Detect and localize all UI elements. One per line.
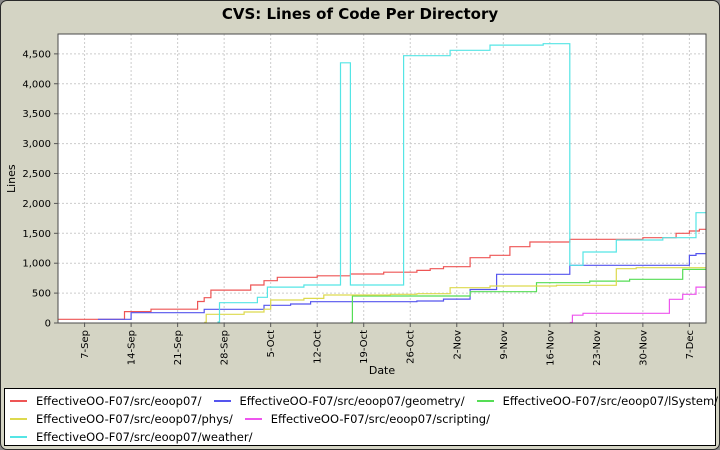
y-axis-label: Lines xyxy=(5,164,18,193)
legend-item-6: EffectiveOO-F07/src/eoop07/weather/ xyxy=(10,430,253,444)
x-axis-label: Date xyxy=(368,364,396,377)
y-tick-label: 1,500 xyxy=(22,229,51,240)
series-line-5 xyxy=(569,286,706,323)
legend: EffectiveOO-F07/src/eoop07/EffectiveOO-F… xyxy=(4,388,718,446)
chart-title: CVS: Lines of Code Per Directory xyxy=(221,5,499,23)
y-tick-label: 0 xyxy=(45,319,51,330)
series-line-3 xyxy=(350,268,706,323)
series-line-6 xyxy=(217,43,706,323)
legend-swatch-icon xyxy=(10,436,27,438)
legend-swatch-icon xyxy=(10,418,27,420)
y-tick-label: 4,000 xyxy=(22,79,51,90)
series-line-4 xyxy=(204,267,706,323)
x-tick-label: 21-Sep xyxy=(173,330,184,365)
x-tick-label: 7-Sep xyxy=(80,330,91,359)
x-tick-label: 14-Sep xyxy=(127,330,138,365)
legend-row: EffectiveOO-F07/src/eoop07/EffectiveOO-F… xyxy=(10,392,718,410)
y-tick-label: 500 xyxy=(32,289,51,300)
legend-row: EffectiveOO-F07/src/eoop07/phys/Effectiv… xyxy=(10,410,710,428)
x-tick-label: 12-Oct xyxy=(313,330,324,364)
legend-item-label: EffectiveOO-F07/src/eoop07/phys/ xyxy=(36,412,233,426)
legend-item-1: EffectiveOO-F07/src/eoop07/ xyxy=(10,394,202,408)
x-tick-label: 23-Nov xyxy=(592,330,603,366)
x-tick-label: 19-Oct xyxy=(359,330,370,364)
x-tick-label: 5-Oct xyxy=(266,330,277,358)
legend-item-5: EffectiveOO-F07/src/eoop07/scripting/ xyxy=(244,412,490,426)
y-tick-label: 1,000 xyxy=(22,259,51,270)
legend-item-2: EffectiveOO-F07/src/eoop07/geometry/ xyxy=(213,394,465,408)
legend-item-label: EffectiveOO-F07/src/eoop07/lSystem/ xyxy=(502,394,719,408)
y-tick-label: 2,000 xyxy=(22,199,51,210)
x-tick-label: 9-Nov xyxy=(499,330,510,360)
x-tick-label: 7-Dec xyxy=(685,330,696,359)
series-line-1 xyxy=(58,228,706,320)
legend-swatch-icon xyxy=(213,400,231,402)
y-tick-label: 2,500 xyxy=(22,169,51,180)
x-tick-label: 26-Oct xyxy=(406,330,417,364)
legend-row: EffectiveOO-F07/src/eoop07/weather/ xyxy=(10,428,710,446)
legend-item-3: EffectiveOO-F07/src/eoop07/lSystem/ xyxy=(476,394,719,408)
y-tick-label: 3,000 xyxy=(22,139,51,150)
x-tick-label: 30-Nov xyxy=(638,330,649,366)
x-tick-label: 2-Nov xyxy=(452,330,463,360)
legend-swatch-icon xyxy=(244,418,262,420)
x-tick-label: 16-Nov xyxy=(545,330,556,366)
legend-item-label: EffectiveOO-F07/src/eoop07/geometry/ xyxy=(239,394,465,408)
legend-item-label: EffectiveOO-F07/src/eoop07/ xyxy=(36,394,202,408)
series-line-2 xyxy=(97,253,706,320)
legend-swatch-icon xyxy=(10,400,27,402)
plot-background xyxy=(58,34,706,323)
legend-swatch-icon xyxy=(476,400,494,402)
y-tick-label: 3,500 xyxy=(22,109,51,120)
legend-item-4: EffectiveOO-F07/src/eoop07/phys/ xyxy=(10,412,233,426)
legend-item-label: EffectiveOO-F07/src/eoop07/weather/ xyxy=(36,430,253,444)
plot-border xyxy=(57,33,707,324)
y-tick-label: 4,500 xyxy=(22,49,51,60)
legend-item-label: EffectiveOO-F07/src/eoop07/scripting/ xyxy=(270,412,490,426)
plot-area: 0 500 1,000 1,500 2,000 2,500 3,000 3,500 4,000 4… xyxy=(22,33,707,366)
x-tick-label: 28-Sep xyxy=(220,330,231,365)
